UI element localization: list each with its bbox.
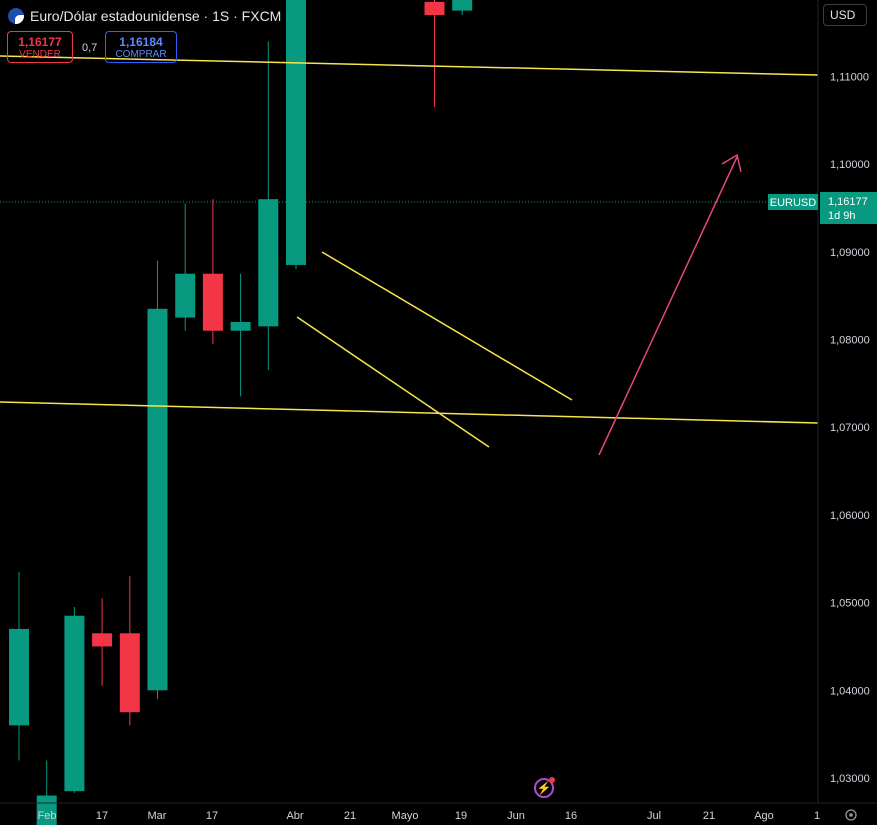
candle-9 [258, 41, 279, 371]
candle-6 [175, 203, 196, 331]
time-tick-label: Ago [754, 810, 774, 822]
candle-body [147, 308, 168, 691]
candle-4 [119, 576, 140, 726]
candle-0 [9, 571, 29, 761]
price-tick-label: 1,05000 [830, 598, 870, 610]
candle-body [424, 1, 445, 16]
price-tick-label: 1,04000 [830, 685, 870, 697]
chart-header: Euro/Dólar estadounidense · 1S · FXCM [8, 6, 281, 26]
time-tick-label: 16 [565, 810, 577, 822]
channel-lower-line[interactable] [296, 316, 490, 448]
buy-price: 1,16184 [119, 35, 163, 49]
price-tag-symbol-bg [768, 194, 818, 210]
drawings-layer [0, 55, 819, 456]
candle-10 [286, 0, 306, 270]
channel-upper-line[interactable] [321, 251, 573, 401]
candle-15 [424, 0, 445, 108]
price-tick-label: 1,08000 [830, 335, 870, 347]
price-axis[interactable]: 1,03000 1,04000 1,05000 1,06000 1,07000 1,080… [830, 71, 870, 785]
time-tick-label: 21 [344, 810, 356, 822]
resistance-trendline[interactable] [0, 55, 819, 76]
chart-title: Euro/Dólar estadounidense · 1S · FXCM [30, 8, 282, 24]
projection-arrow-head-icon [721, 153, 742, 173]
time-tick-label: 19 [455, 810, 467, 822]
price-tag: EURUSD 1,16177 1d 9h [768, 192, 877, 224]
projection-arrow[interactable] [598, 156, 738, 456]
candle-body [286, 0, 306, 265]
candle-body [452, 0, 473, 11]
time-tick-label: Abr [286, 810, 303, 822]
price-tag-price: 1,16177 [828, 196, 868, 208]
time-axis[interactable]: Feb 17 Mar 17 Abr 21 Mayo 19 Jun 16 Jul 21 Ago 1 [38, 810, 821, 822]
sell-button[interactable]: 1,16177 VENDER [7, 31, 73, 63]
time-tick-label: 21 [703, 810, 715, 822]
candle-2 [64, 606, 85, 793]
events-bolt-icon[interactable]: ⚡ [534, 777, 555, 798]
candle-5 [147, 260, 168, 700]
settings-gear-icon[interactable] [845, 809, 857, 821]
price-tick-label: 1,03000 [830, 773, 870, 785]
buy-button[interactable]: 1,16184 COMPRAR [105, 31, 177, 63]
time-tick-label: Jul [647, 810, 661, 822]
eur-usd-flag-icon [8, 8, 24, 24]
candle-body [202, 273, 223, 331]
candle-body [175, 273, 196, 318]
candle-body [64, 615, 85, 792]
price-tick-label: 1,10000 [830, 159, 870, 171]
candle-8 [230, 273, 251, 397]
time-tick-label: 17 [96, 810, 108, 822]
sell-price: 1,16177 [18, 35, 62, 49]
candle-body [92, 633, 113, 647]
spread-value: 0,7 [82, 42, 98, 54]
time-tick-label: 17 [206, 810, 218, 822]
candles-layer [9, 0, 473, 825]
price-tag-bg [820, 192, 877, 224]
buy-label: COMPRAR [115, 49, 167, 60]
candle-3 [92, 598, 113, 686]
candle-body [230, 321, 251, 331]
support-trendline[interactable] [0, 401, 819, 424]
candle-body [9, 628, 29, 726]
currency-selector[interactable]: USD [823, 4, 867, 26]
time-tick-label: Mar [148, 810, 167, 822]
sell-label: VENDER [19, 49, 61, 60]
candle-body [258, 199, 279, 327]
time-tick-label: Mayo [392, 810, 419, 822]
candle-body [119, 633, 140, 713]
price-tag-countdown: 1d 9h [828, 210, 856, 222]
candle-7 [202, 199, 223, 344]
price-tick-label: 1,11000 [830, 71, 869, 83]
candle-16 [452, 0, 473, 16]
price-tick-label: 1,09000 [830, 247, 870, 259]
price-tick-label: 1,07000 [830, 422, 870, 434]
price-tick-label: 1,06000 [830, 510, 870, 522]
price-tag-symbol: EURUSD [770, 197, 817, 209]
time-tick-label: Feb [38, 810, 57, 822]
time-tick-label: 1 [814, 810, 820, 822]
time-tick-label: Jun [507, 810, 525, 822]
